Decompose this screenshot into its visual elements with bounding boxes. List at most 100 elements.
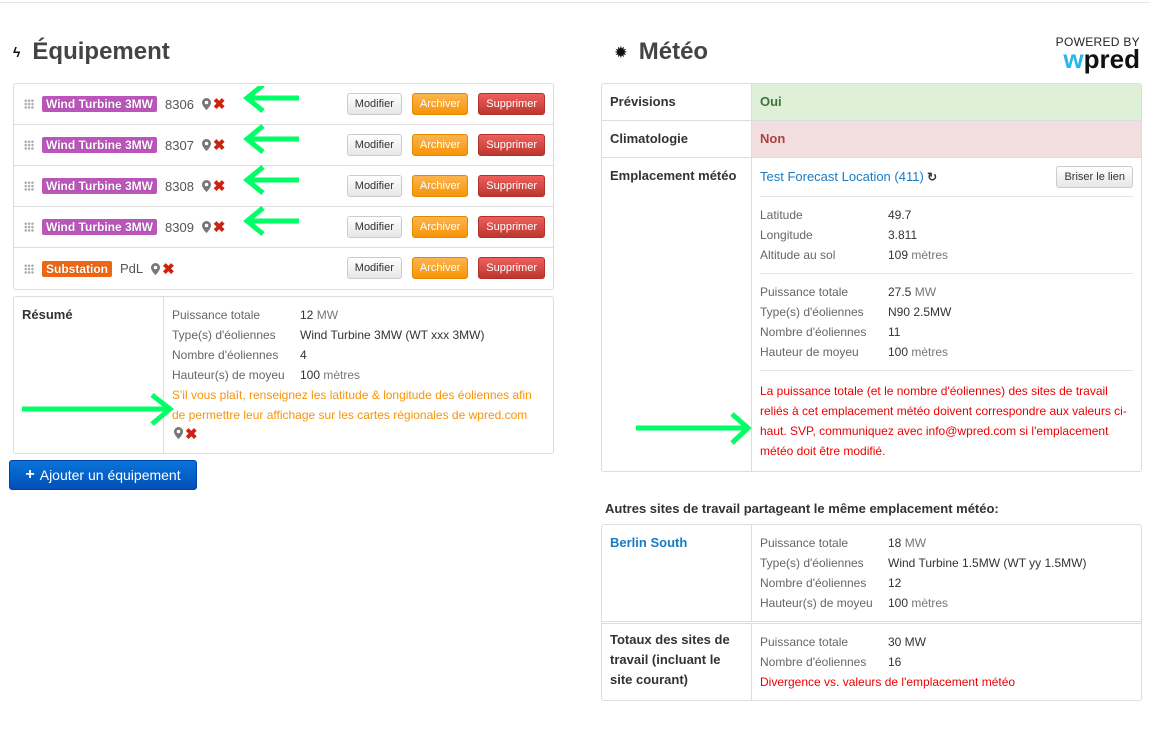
weather-title: ✹ Météo	[615, 38, 709, 65]
property-value: Wind Turbine 3MW (WT xxx 3MW)	[300, 328, 485, 342]
map-pin-icon	[201, 98, 211, 110]
property-value: Wind Turbine 1.5MW (WT yy 1.5MW)	[888, 556, 1087, 570]
edit-button[interactable]: Modifier	[346, 93, 402, 115]
property-label: Hauteur(s) de moyeu	[760, 596, 873, 610]
property-row: Nombre d'éoliennes 16	[760, 652, 1133, 672]
property-unit: MW	[316, 308, 339, 322]
property-unit: mètres	[911, 345, 949, 359]
property-value: 4	[300, 348, 307, 362]
property-label: Hauteur(s) de moyeu	[172, 368, 285, 382]
weather-table: Prévisions Oui Climatologie Non Emplacemen…	[601, 83, 1142, 472]
property-label: Longitude	[760, 228, 813, 242]
edit-button[interactable]: Modifier	[346, 257, 402, 279]
property-value: 100	[888, 345, 909, 359]
close-icon: ✖	[212, 178, 226, 195]
delete-button[interactable]: Supprimer	[478, 175, 545, 197]
edit-button[interactable]: Modifier	[346, 216, 402, 238]
equipment-type-badge: Wind Turbine 3MW	[42, 137, 157, 153]
mismatch-warning: La puissance totale (et le nombre d'éoli…	[760, 384, 1127, 458]
unlink-button[interactable]: Briser le lien	[1056, 166, 1133, 188]
property-row: Hauteur(s) de moyeu 100 mètres	[760, 593, 1133, 613]
add-equipment-button[interactable]: + Ajouter un équipement	[9, 460, 197, 490]
close-icon: ✖	[162, 260, 175, 278]
property-row: Puissance totale 27.5 MW	[760, 282, 1133, 302]
property-unit: mètres	[911, 596, 949, 610]
property-label: Puissance totale	[760, 635, 849, 649]
property-unit: MW	[904, 536, 927, 550]
property-value: 11	[888, 325, 901, 339]
drag-handle-icon[interactable]	[24, 222, 34, 232]
archive-button[interactable]: Archiver	[411, 134, 469, 156]
archive-button[interactable]: Archiver	[411, 216, 469, 238]
summary-panel: Résumé Puissance totale 12 MW Type(s) d'éo…	[13, 296, 554, 454]
weather-location-label: Emplacement météo	[602, 158, 752, 471]
property-row: Hauteur(s) de moyeu 100 mètres	[172, 365, 545, 385]
property-label: Hauteur de moyeu	[760, 345, 859, 359]
property-row: Type(s) d'éoliennes Wind Turbine 1.5MW (W…	[760, 553, 1133, 573]
delete-button[interactable]: Supprimer	[478, 257, 545, 279]
property-row: Puissance totale 30 MW	[760, 632, 1133, 652]
property-label: Latitude	[760, 208, 803, 222]
equipment-type-badge: Wind Turbine 3MW	[42, 178, 157, 194]
equipment-name: PdL	[120, 261, 144, 276]
plus-icon: +	[25, 466, 35, 483]
property-row: Nombre d'éoliennes 12	[760, 573, 1133, 593]
equipment-name: 8309	[165, 219, 194, 235]
totals-divergence-warning: Divergence vs. valeurs de l'emplacement …	[760, 675, 1016, 689]
drag-handle-icon[interactable]	[24, 181, 34, 191]
map-pin-icon	[201, 180, 211, 192]
edit-button[interactable]: Modifier	[346, 134, 402, 156]
edit-button[interactable]: Modifier	[346, 175, 402, 197]
other-sites-title: Autres sites de travail partageant le mê…	[605, 501, 999, 516]
annotation-arrow	[243, 165, 299, 195]
property-label: Type(s) d'éoliennes	[760, 305, 864, 319]
annotation-arrows	[243, 86, 299, 236]
property-label: Altitude au sol	[760, 248, 836, 262]
map-pin-icon	[174, 425, 183, 439]
close-icon: ✖	[185, 426, 198, 443]
property-unit: MW	[914, 285, 937, 299]
archive-button[interactable]: Archiver	[411, 175, 469, 197]
property-value: 30 MW	[888, 635, 927, 649]
weather-location-link[interactable]: Test Forecast Location (411)	[760, 169, 924, 184]
property-label: Type(s) d'éoliennes	[760, 556, 864, 570]
property-label: Puissance totale	[172, 308, 261, 322]
archive-button[interactable]: Archiver	[411, 93, 469, 115]
site-link-berlin-south[interactable]: Berlin South	[610, 535, 688, 550]
summary-label: Résumé	[14, 297, 164, 453]
equipment-row: Wind Turbine 3MW 8306 ✖ Modifier Archive…	[14, 84, 553, 125]
equipment-row: Substation PdL ✖ Modifier Archiver Suppr…	[14, 248, 553, 289]
map-pin-icon	[201, 221, 211, 233]
delete-button[interactable]: Supprimer	[478, 134, 545, 156]
totals-label: Totaux des sites de travail (incluant le…	[602, 624, 752, 700]
drag-handle-icon[interactable]	[24, 263, 34, 274]
drag-handle-icon[interactable]	[24, 140, 34, 150]
property-label: Type(s) d'éoliennes	[172, 328, 276, 342]
external-link-icon[interactable]: ↻	[927, 170, 938, 184]
property-label: Nombre d'éoliennes	[172, 348, 279, 362]
equipment-title: ϟ Équipement	[13, 38, 170, 65]
property-value: N90 2.5MW	[888, 305, 952, 319]
property-value: 16	[888, 655, 902, 669]
equipment-row: Wind Turbine 3MW 8308 ✖ Modifier Archive…	[14, 166, 553, 207]
archive-button[interactable]: Archiver	[411, 257, 469, 279]
drag-handle-icon[interactable]	[24, 99, 34, 109]
property-row: Type(s) d'éoliennes Wind Turbine 3MW (WT …	[172, 325, 545, 345]
equipment-name: 8307	[165, 137, 194, 153]
property-row: Type(s) d'éoliennes N90 2.5MW	[760, 302, 1133, 322]
sun-icon: ✹	[615, 43, 627, 60]
forecast-label: Prévisions	[602, 84, 752, 120]
equipment-type-badge: Substation	[42, 260, 112, 277]
other-sites-table: Berlin South Puissance totale 18 MW Type(s…	[601, 524, 1142, 701]
property-row: Latitude 49.7	[760, 205, 1133, 225]
close-icon: ✖	[212, 96, 226, 113]
top-divider	[0, 2, 1150, 3]
property-unit: mètres	[323, 368, 361, 382]
delete-button[interactable]: Supprimer	[478, 216, 545, 238]
delete-button[interactable]: Supprimer	[478, 93, 545, 115]
property-value: 109	[888, 248, 909, 262]
property-unit: mètres	[911, 248, 949, 262]
annotation-arrow	[22, 393, 174, 426]
annotation-arrow	[243, 206, 299, 236]
equipment-type-badge: Wind Turbine 3MW	[42, 219, 157, 235]
